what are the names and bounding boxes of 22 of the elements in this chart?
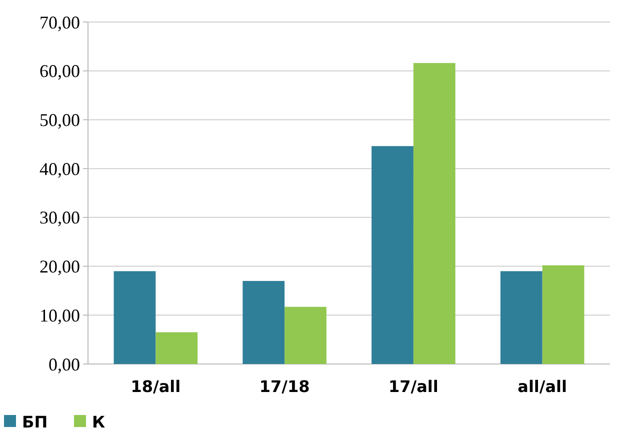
y-tick-label: 50,00 [40, 110, 80, 130]
bar [242, 280, 285, 364]
x-tick-label: 18/all [130, 377, 181, 396]
bar [500, 271, 542, 364]
bar [114, 271, 156, 364]
legend-label: БП [22, 412, 48, 432]
legend-label: К [92, 412, 106, 432]
x-tick-label: 17/all [388, 377, 438, 396]
x-tick-label: all/all [518, 377, 568, 396]
y-tick-label: 0,00 [48, 354, 80, 374]
y-tick-label: 40,00 [40, 158, 80, 179]
y-tick-label: 20,00 [40, 256, 80, 277]
bar [372, 146, 414, 364]
x-tick-label: 17/18 [259, 377, 310, 396]
y-tick-label: 30,00 [40, 208, 80, 228]
y-tick-label: 70,00 [40, 12, 80, 32]
bar [156, 332, 198, 364]
y-tick-label: 60,00 [40, 61, 80, 82]
y-tick-label: 10,00 [40, 305, 80, 326]
bar [284, 306, 326, 364]
bar [413, 63, 456, 364]
bar [542, 265, 584, 364]
